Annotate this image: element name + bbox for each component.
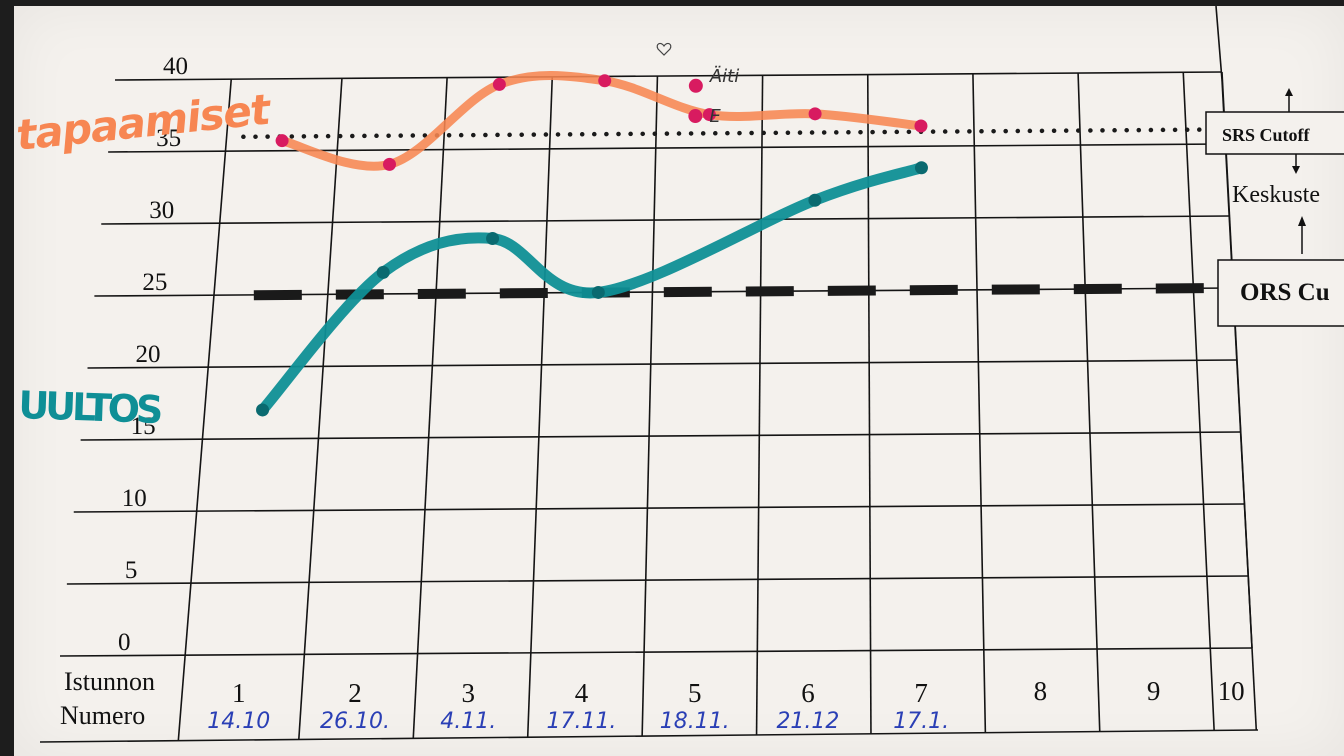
- session-date: 17.1.: [893, 709, 949, 734]
- x-tick-label: 10: [1218, 676, 1245, 706]
- page-border-line: [1215, 5, 1223, 81]
- srs-cutoff-line: [241, 127, 1211, 140]
- ors-cutoff-box: ORS Cu: [1217, 259, 1344, 327]
- grid-vline: [1077, 73, 1101, 732]
- series-line-uultos: [257, 162, 927, 416]
- data-point-uultos: [808, 193, 822, 207]
- orange-handwritten-label: tapaamiset: [14, 84, 275, 160]
- x-tick-label: 4: [575, 678, 589, 708]
- grid-vline: [866, 74, 872, 734]
- paper-sheet: [14, 6, 1344, 756]
- y-tick-label: 5: [125, 557, 138, 584]
- data-point-tapaamiset: [702, 108, 716, 122]
- data-point-uultos: [914, 161, 928, 175]
- x-tick-label: 2: [348, 678, 362, 708]
- srs-cutoff-box: SRS Cutoff: [1205, 111, 1344, 155]
- grid: [39, 5, 1259, 743]
- x-tick-label: 8: [1034, 676, 1048, 706]
- grid-vline: [412, 77, 448, 739]
- grid-hline: [80, 431, 1241, 441]
- session-date: 4.11.: [440, 709, 496, 734]
- y-tick-label: 20: [136, 341, 161, 368]
- grid-vline: [1182, 72, 1215, 731]
- heart-icon: [656, 42, 672, 56]
- series-layer: [257, 70, 927, 416]
- y-tick-label: 0: [118, 629, 131, 656]
- grid-hline: [59, 647, 1253, 657]
- grid-vline: [298, 78, 343, 740]
- data-point-tapaamiset: [914, 119, 928, 133]
- teal-handwritten-label: UULTOS: [18, 383, 164, 432]
- session-date: 17.11.: [546, 709, 616, 734]
- extra-point-label: Äiti: [709, 66, 739, 87]
- data-point-tapaamiset: [808, 107, 822, 121]
- session-row-bottom-line: [39, 729, 1259, 743]
- data-point-tapaamiset: [275, 134, 289, 148]
- y-tick-label: 35: [156, 125, 181, 152]
- grid-vline: [972, 73, 987, 733]
- y-tick-label: 30: [149, 197, 174, 224]
- right-border-line: [1221, 79, 1253, 649]
- srs-cutoff-label: SRS Cutoff: [1222, 125, 1311, 145]
- session-date: 21.12: [776, 709, 839, 734]
- data-point-uultos: [591, 285, 605, 299]
- x-tick-label: 7: [914, 678, 928, 708]
- y-tick-label: 15: [131, 413, 156, 440]
- series-line-tapaamiset: [277, 70, 926, 171]
- data-point-tapaamiset: [382, 157, 396, 171]
- grid-vline: [755, 75, 764, 735]
- keskuste-label: Keskuste: [1232, 182, 1320, 208]
- grid-hline: [66, 575, 1249, 585]
- extra-data-point: [688, 109, 703, 124]
- x-tick-label: 1: [232, 678, 246, 708]
- data-point-uultos: [256, 403, 270, 417]
- extra-data-point: [688, 78, 703, 93]
- grid-hline: [114, 71, 1223, 81]
- session-row-label: Numero: [60, 701, 145, 730]
- grid-hline: [87, 359, 1238, 369]
- grid-vline: [177, 79, 233, 741]
- data-point-tapaamiset: [598, 74, 612, 88]
- point-layer: [256, 74, 928, 417]
- notes-layer: Äiti E: [656, 42, 739, 127]
- extra-point-label: E: [709, 106, 721, 127]
- session-date: 26.10.: [320, 709, 390, 734]
- data-point-uultos: [376, 265, 390, 279]
- session-date: 14.10: [207, 709, 270, 734]
- ors-cutoff-label: ORS Cu: [1240, 279, 1330, 306]
- grid-vline: [526, 76, 554, 738]
- reference-lines: [241, 127, 1217, 301]
- grid-hline: [101, 215, 1230, 225]
- y-tick-labels: 0 5 10 15 20 25 30 35 40: [118, 53, 188, 656]
- grid-hline: [108, 143, 1226, 153]
- y-tick-label: 40: [163, 53, 188, 80]
- x-tick-label: 9: [1147, 676, 1161, 706]
- y-tick-label: 10: [122, 485, 147, 512]
- grid-hline: [73, 503, 1245, 513]
- session-row: Istunnon Numero 114.10 226.10. 34.11. 417.11.…: [60, 667, 1245, 734]
- x-tick-label: 3: [461, 678, 475, 708]
- grid-vline: [641, 76, 659, 737]
- data-point-tapaamiset: [492, 77, 506, 91]
- data-point-uultos: [486, 232, 500, 245]
- srs-arrows: [1285, 88, 1306, 254]
- session-row-label: Istunnon: [64, 667, 155, 696]
- x-tick-label: 5: [688, 678, 702, 708]
- x-tick-label: 6: [801, 678, 815, 708]
- y-tick-label: 25: [142, 269, 167, 296]
- session-date: 18.11.: [660, 709, 730, 734]
